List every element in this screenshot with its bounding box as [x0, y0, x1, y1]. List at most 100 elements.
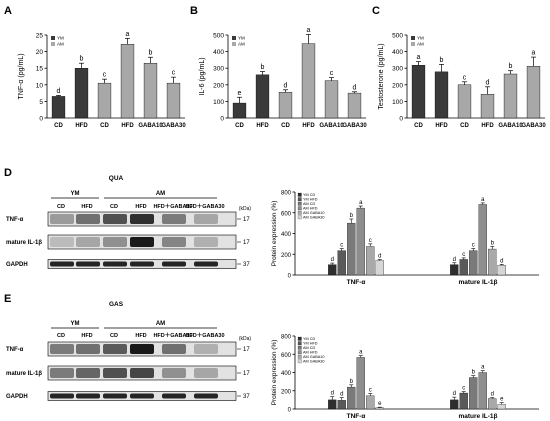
bar	[347, 92, 362, 119]
significance-letter: b	[350, 379, 354, 385]
blot-lane-label: HFD＋GABA10	[153, 203, 192, 210]
blot-band	[207, 368, 218, 378]
legend-swatch	[297, 345, 302, 350]
blot-lane-label: HFD	[81, 204, 92, 210]
significance-letter: d	[486, 79, 490, 86]
blot-band	[175, 393, 186, 399]
blot-band	[116, 344, 127, 354]
significance-letter: d	[331, 391, 334, 397]
significance-letter: d	[453, 257, 456, 263]
bar	[411, 65, 426, 119]
legend-label: AM GABA10	[303, 355, 325, 359]
y-tick-label: 800	[281, 335, 292, 341]
bar	[324, 80, 339, 119]
significance-letter: b	[491, 240, 495, 246]
y-axis-label: Protein expression (%)	[271, 201, 278, 267]
blot-band	[89, 368, 100, 378]
legend-swatch	[297, 210, 302, 215]
y-tick-label: 500	[213, 33, 224, 40]
blot-row-label: TNF-α	[6, 217, 24, 223]
legend-swatch	[232, 36, 236, 40]
blot-lane-label: HFD	[135, 204, 146, 210]
bar	[469, 250, 478, 276]
blot-group-label: AM	[156, 321, 165, 327]
y-tick-label: 5	[39, 99, 43, 106]
significance-letter: c	[472, 243, 475, 249]
bar	[480, 94, 495, 119]
blot-band	[143, 237, 154, 247]
blot-band	[143, 344, 154, 354]
blot-lane-label: HFD＋GABA30	[185, 203, 224, 210]
x-tick-label: mature IL-1β	[458, 413, 497, 420]
significance-letter: d	[500, 258, 503, 264]
bar	[356, 207, 365, 276]
x-tick-label: CD	[281, 123, 290, 129]
bar	[74, 67, 89, 119]
significance-letter: b	[509, 63, 513, 70]
bar	[478, 372, 487, 410]
legend-swatch	[297, 201, 302, 206]
significance-letter: c	[172, 70, 176, 77]
legend-swatch	[297, 341, 302, 346]
significance-letter: d	[453, 391, 456, 397]
legend-label: AM	[417, 42, 424, 47]
blot-group-label: AM	[156, 191, 165, 197]
blot-band	[207, 344, 218, 354]
blot-band	[116, 393, 127, 399]
x-tick-label: HFD	[481, 123, 494, 129]
legend-swatch	[297, 359, 302, 364]
legend-label: YM HFD	[303, 198, 318, 202]
blot-lane-label: HFD＋GABA10	[153, 332, 192, 339]
blot-band	[143, 214, 154, 224]
blot-group-label: YM	[71, 321, 80, 327]
blot-band	[63, 237, 74, 247]
legend-label: AM GABA30	[303, 216, 325, 220]
blot-kda-header: (kDa)	[239, 336, 252, 342]
legend-swatch	[51, 42, 55, 46]
x-tick-label: mature IL-1β	[458, 279, 497, 286]
legend-label: AM GABA10	[303, 211, 325, 215]
y-axis-label: IL-6 (pg/mL)	[199, 57, 206, 95]
significance-letter: c	[463, 74, 467, 81]
significance-letter: c	[462, 252, 465, 258]
bar	[301, 43, 316, 119]
legend-label: YM CD	[303, 337, 315, 341]
blot-lane-label: HFD＋GABA30	[185, 332, 224, 339]
significance-letter: e	[500, 397, 504, 403]
blot-lane-label: CD	[110, 204, 118, 210]
y-tick-label: 400	[281, 232, 292, 238]
bar	[166, 82, 181, 119]
bar	[232, 102, 247, 119]
blot-band	[63, 214, 74, 224]
y-tick-label: 400	[392, 49, 403, 56]
significance-letter: a	[417, 54, 421, 61]
blot-kda-value: 37	[243, 262, 250, 268]
blot-band	[143, 261, 154, 267]
y-tick-label: 0	[39, 116, 43, 123]
y-tick-label: 15	[36, 66, 44, 73]
x-tick-label: CD	[54, 123, 63, 129]
y-tick-label: 300	[213, 66, 224, 73]
blot-band	[116, 237, 127, 247]
bar	[450, 264, 459, 276]
bar	[328, 264, 337, 276]
blot-row-label: GAPDH	[6, 394, 28, 400]
blot-band	[89, 393, 100, 399]
y-tick-label: 600	[281, 211, 292, 217]
significance-letter: b	[80, 56, 84, 63]
y-tick-label: 200	[213, 82, 224, 89]
y-tick-label: 300	[392, 66, 403, 73]
significance-letter: a	[307, 27, 311, 34]
blot-lane-label: HFD	[135, 333, 146, 339]
bar	[488, 398, 497, 410]
significance-letter: a	[359, 200, 363, 206]
significance-letter: c	[369, 387, 372, 393]
legend-swatch	[297, 206, 302, 211]
significance-letter: c	[340, 243, 343, 249]
significance-letter: b	[350, 213, 354, 219]
bar	[337, 400, 346, 410]
bar	[375, 407, 384, 410]
